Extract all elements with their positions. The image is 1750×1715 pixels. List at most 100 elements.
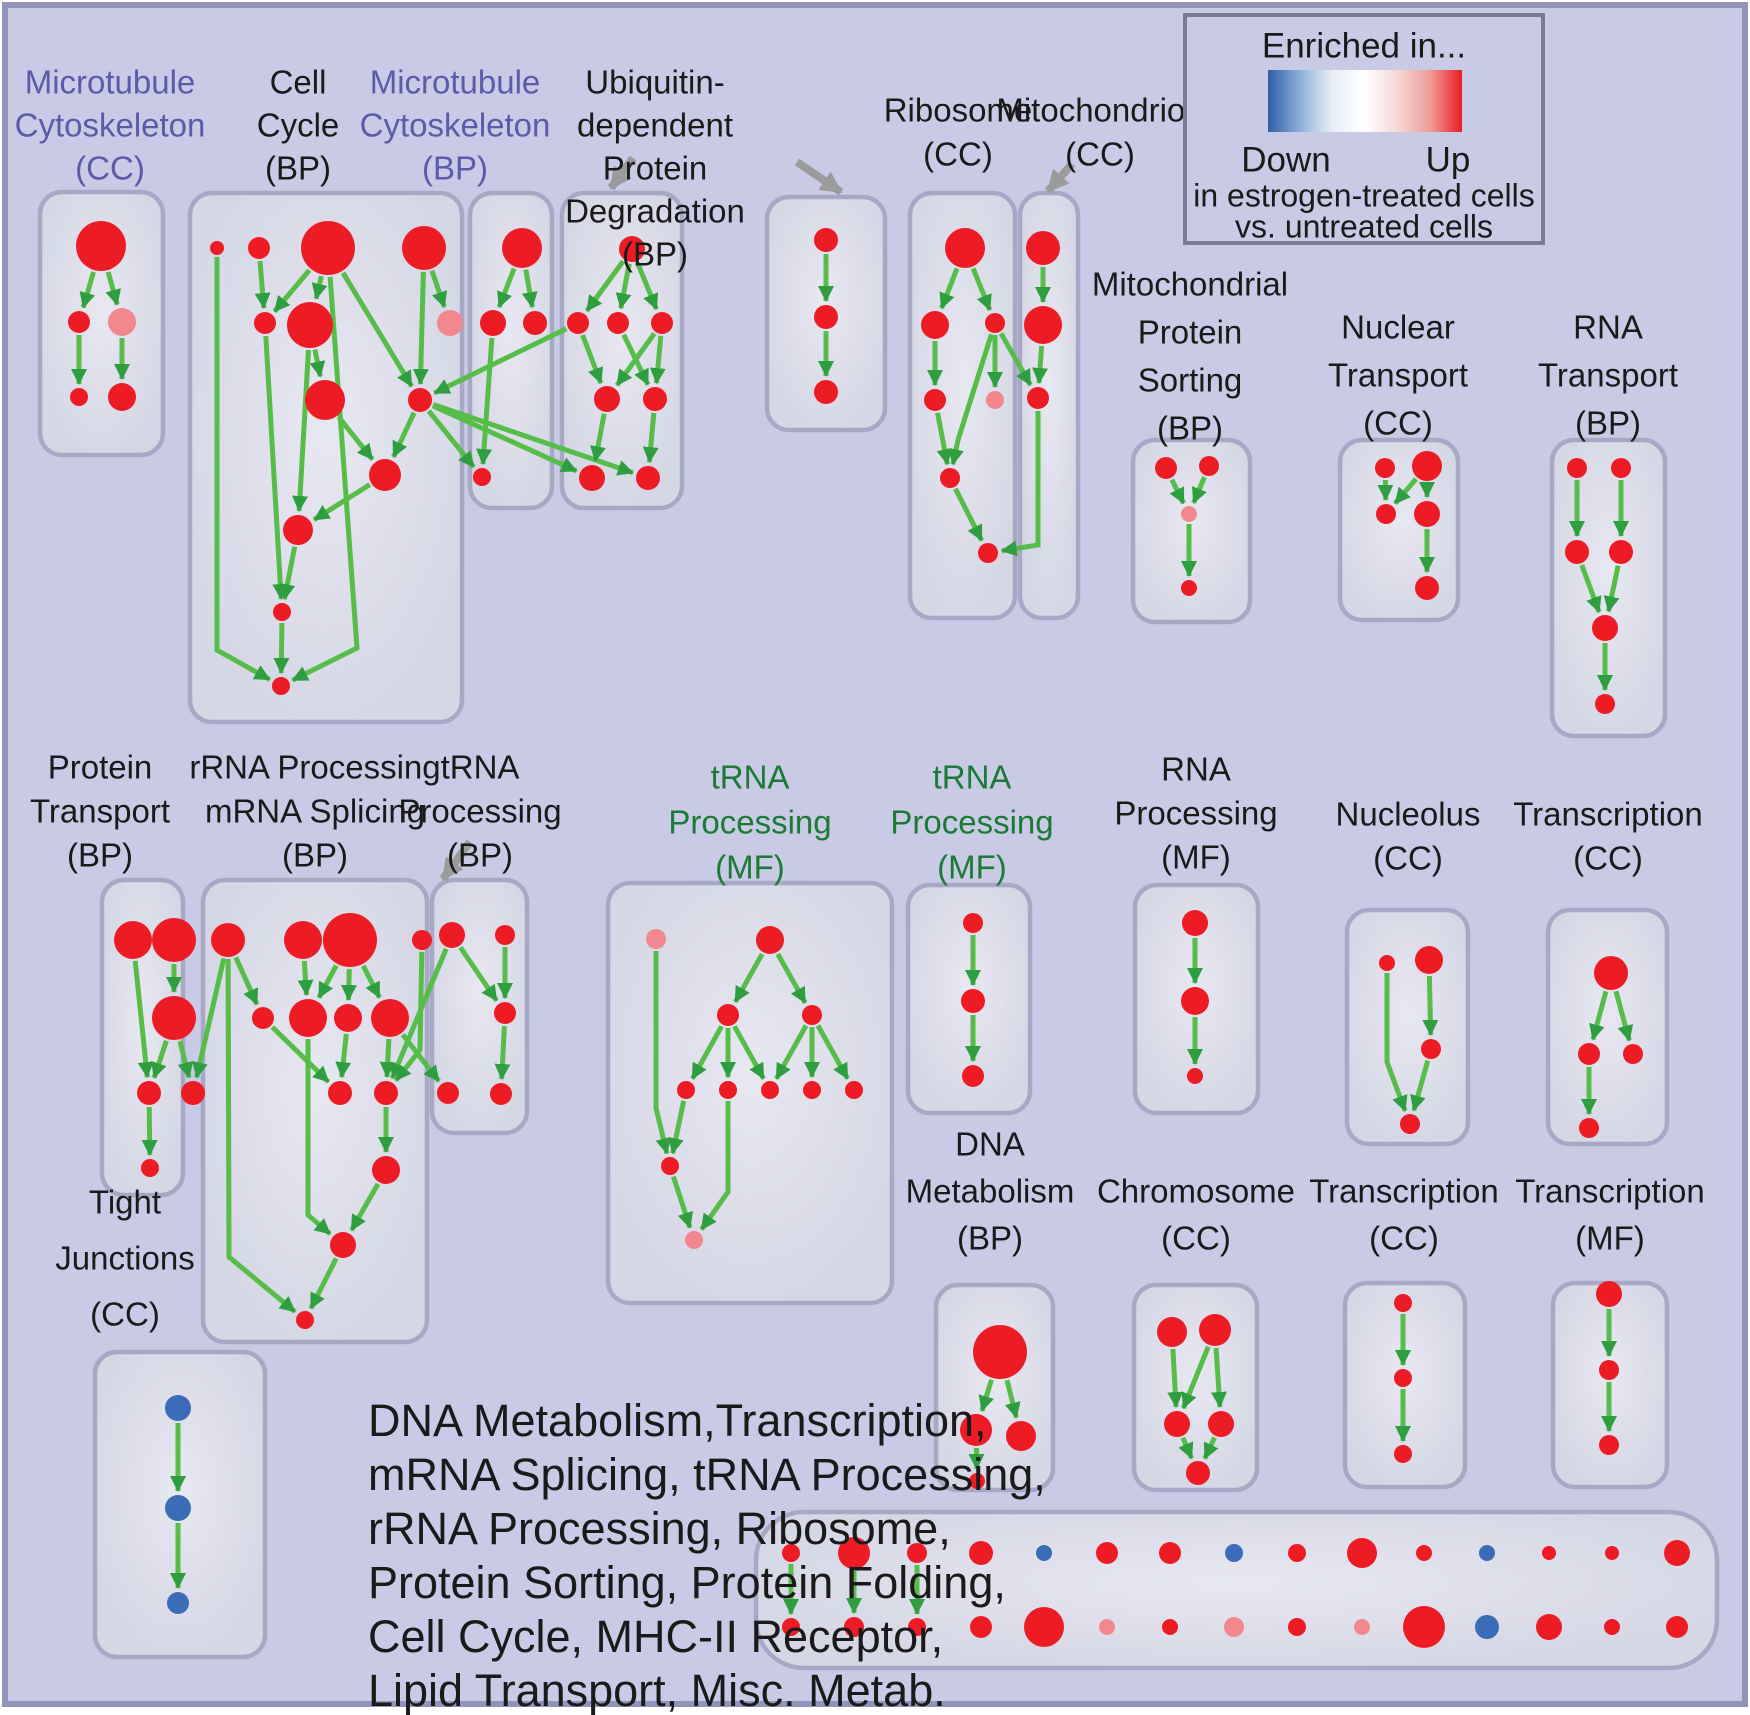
node-tm9-red <box>845 1081 863 1099</box>
label-cell-cycle-bp-line0: Cell <box>270 64 327 101</box>
legend-down-label: Down <box>1241 140 1330 179</box>
label-microtubule-cytoskeleton-bp-line0: Microtubule <box>370 64 541 101</box>
label-microtubule-cytoskeleton-bp-line2: (BP) <box>422 150 488 187</box>
label-trna-processing-mf-2-line0: tRNA <box>933 759 1012 796</box>
label-microtubule-cytoskeleton-cc-line1: Cytoskeleton <box>15 107 206 144</box>
edge-tm4-tm9 <box>815 1024 850 1080</box>
node-mi3-red <box>1027 387 1049 409</box>
node-ub2-red <box>814 305 838 329</box>
node-cc7-pink <box>437 310 463 336</box>
node-cc2-red <box>248 237 270 259</box>
edge-tm5-tm10 <box>667 1100 687 1155</box>
node-ch5-red <box>1186 1461 1210 1485</box>
node-pt5-red <box>181 1081 205 1105</box>
node-tm2-red <box>756 926 784 954</box>
node-tc3-red <box>1623 1044 1643 1064</box>
label-trna-processing-mf-1-line0: tRNA <box>711 759 790 796</box>
edge-mi2-mi3 <box>1032 345 1049 384</box>
node-s10-red <box>1347 1538 1377 1568</box>
node-s25-pink <box>1354 1619 1370 1635</box>
node-tb5-red <box>490 1083 512 1105</box>
edge-pt4-pt6 <box>141 1106 158 1156</box>
node-s08-blue <box>1225 1544 1243 1562</box>
node-rb3-red <box>985 313 1005 333</box>
edge-ua2-ua5 <box>580 334 604 385</box>
edge-cc3-cc5 <box>272 268 312 314</box>
label-mitochondrial-protein-sorting-bp-line0: Mitochondrial <box>1092 266 1288 303</box>
node-cc12-red <box>273 603 291 621</box>
node-rm2-red <box>1181 987 1209 1015</box>
label-trna-processing-mf-1-line1: Processing <box>668 804 831 841</box>
edge-cc3-cc6 <box>311 275 328 300</box>
label-transcription-cc-2-line1: (CC) <box>1369 1220 1439 1257</box>
edge-rb1-rb2 <box>939 267 960 310</box>
label-trna-processing-mf-1-line2: (MF) <box>715 849 785 886</box>
label-rna-processing-mf-line0: RNA <box>1161 751 1231 788</box>
node-mc2-red <box>68 311 90 333</box>
edge-rr6-rr12 <box>305 1039 332 1236</box>
edge-tm2-tm3 <box>733 952 765 1004</box>
node-z1-red <box>1596 1281 1622 1307</box>
edge-cc8-cc10 <box>336 415 375 461</box>
edge-rr3-rr6 <box>316 964 339 999</box>
edge-cc3-cc9 <box>340 271 414 388</box>
edge-nt2-nt3 <box>1393 477 1418 506</box>
node-cc1-red <box>210 241 224 255</box>
label-protein-transport-bp-line1: Transport <box>30 793 170 830</box>
node-s01-red <box>782 1544 800 1562</box>
node-mi2-red <box>1024 306 1062 344</box>
edge-cc11-cc12 <box>279 546 298 601</box>
node-tm3-red <box>717 1004 739 1026</box>
node-dm3-red <box>1006 1421 1036 1451</box>
node-s18-red <box>908 1618 926 1636</box>
edge-ua1-ua3 <box>615 263 632 310</box>
legend-gradient-bar <box>1268 70 1462 132</box>
label-ubiquitin-dependent-protein-degradation-bp-line0: Ubiquitin- <box>585 64 724 101</box>
edge-pt3-pt5 <box>177 1040 194 1079</box>
node-ub3-red <box>814 380 838 404</box>
node-rr1-red <box>211 923 245 957</box>
node-ua2-red <box>567 312 589 334</box>
node-s03-red <box>907 1543 927 1563</box>
node-s04-red <box>969 1541 993 1565</box>
node-nt1-red <box>1375 458 1395 478</box>
cluster-labels: Microtubule Cytoskeleton (CC) Cell Cycle (BP)… <box>15 64 1705 1333</box>
node-dm4-red <box>969 1473 985 1489</box>
node-ua3-red <box>607 312 629 334</box>
node-tn2-red <box>961 989 985 1013</box>
node-s28-red <box>1536 1614 1562 1640</box>
node-o2-red <box>1394 1369 1412 1387</box>
node-s19-red <box>970 1616 992 1638</box>
edge-ua2-cc9 <box>433 326 568 396</box>
edge-mi3-rb7 <box>1000 411 1041 557</box>
node-s12-blue <box>1479 1545 1495 1561</box>
node-s26-red <box>1403 1606 1445 1648</box>
node-rr7-red <box>334 1004 362 1032</box>
node-cc8-red <box>305 380 345 420</box>
gray-pointer-arrow-2 <box>1045 161 1075 194</box>
node-tb2-red <box>495 925 515 945</box>
edge-nu1-nu4 <box>1384 973 1408 1112</box>
node-ua8-red <box>636 466 660 490</box>
text-block-line-0: DNA Metabolism,Transcription, <box>368 1395 987 1446</box>
edge-rr1-rr13 <box>225 958 297 1314</box>
label-microtubule-cytoskeleton-bp-line1: Cytoskeleton <box>360 107 551 144</box>
node-rr10-red <box>374 1081 398 1105</box>
edge-dm1-dm3 <box>1004 1379 1021 1419</box>
box-transcription-cc <box>1545 907 1670 1147</box>
node-rb1-red <box>945 228 985 268</box>
node-ch4-red <box>1208 1411 1234 1437</box>
edge-rb3-rb6 <box>948 333 994 466</box>
label-rna-processing-mf-line2: (MF) <box>1161 839 1231 876</box>
network-nodes <box>68 221 1690 1648</box>
label-cell-cycle-bp-line1: Cycle <box>257 107 340 144</box>
edge-tm3-tm7 <box>732 1025 766 1080</box>
edge-tc1-tc2 <box>1589 990 1609 1041</box>
node-dm2-red <box>960 1414 992 1446</box>
text-block-line-3: Protein Sorting, Protein Folding, <box>368 1557 1006 1608</box>
edge-ch2-ch3 <box>1181 1345 1211 1410</box>
node-rt1-red <box>1567 458 1587 478</box>
node-tj3-blue <box>167 1592 189 1614</box>
text-block-line-5: Lipid Transport, Misc. Metab. <box>368 1665 946 1715</box>
label-mitochondrial-protein-sorting-bp-line2: Sorting <box>1138 362 1243 399</box>
